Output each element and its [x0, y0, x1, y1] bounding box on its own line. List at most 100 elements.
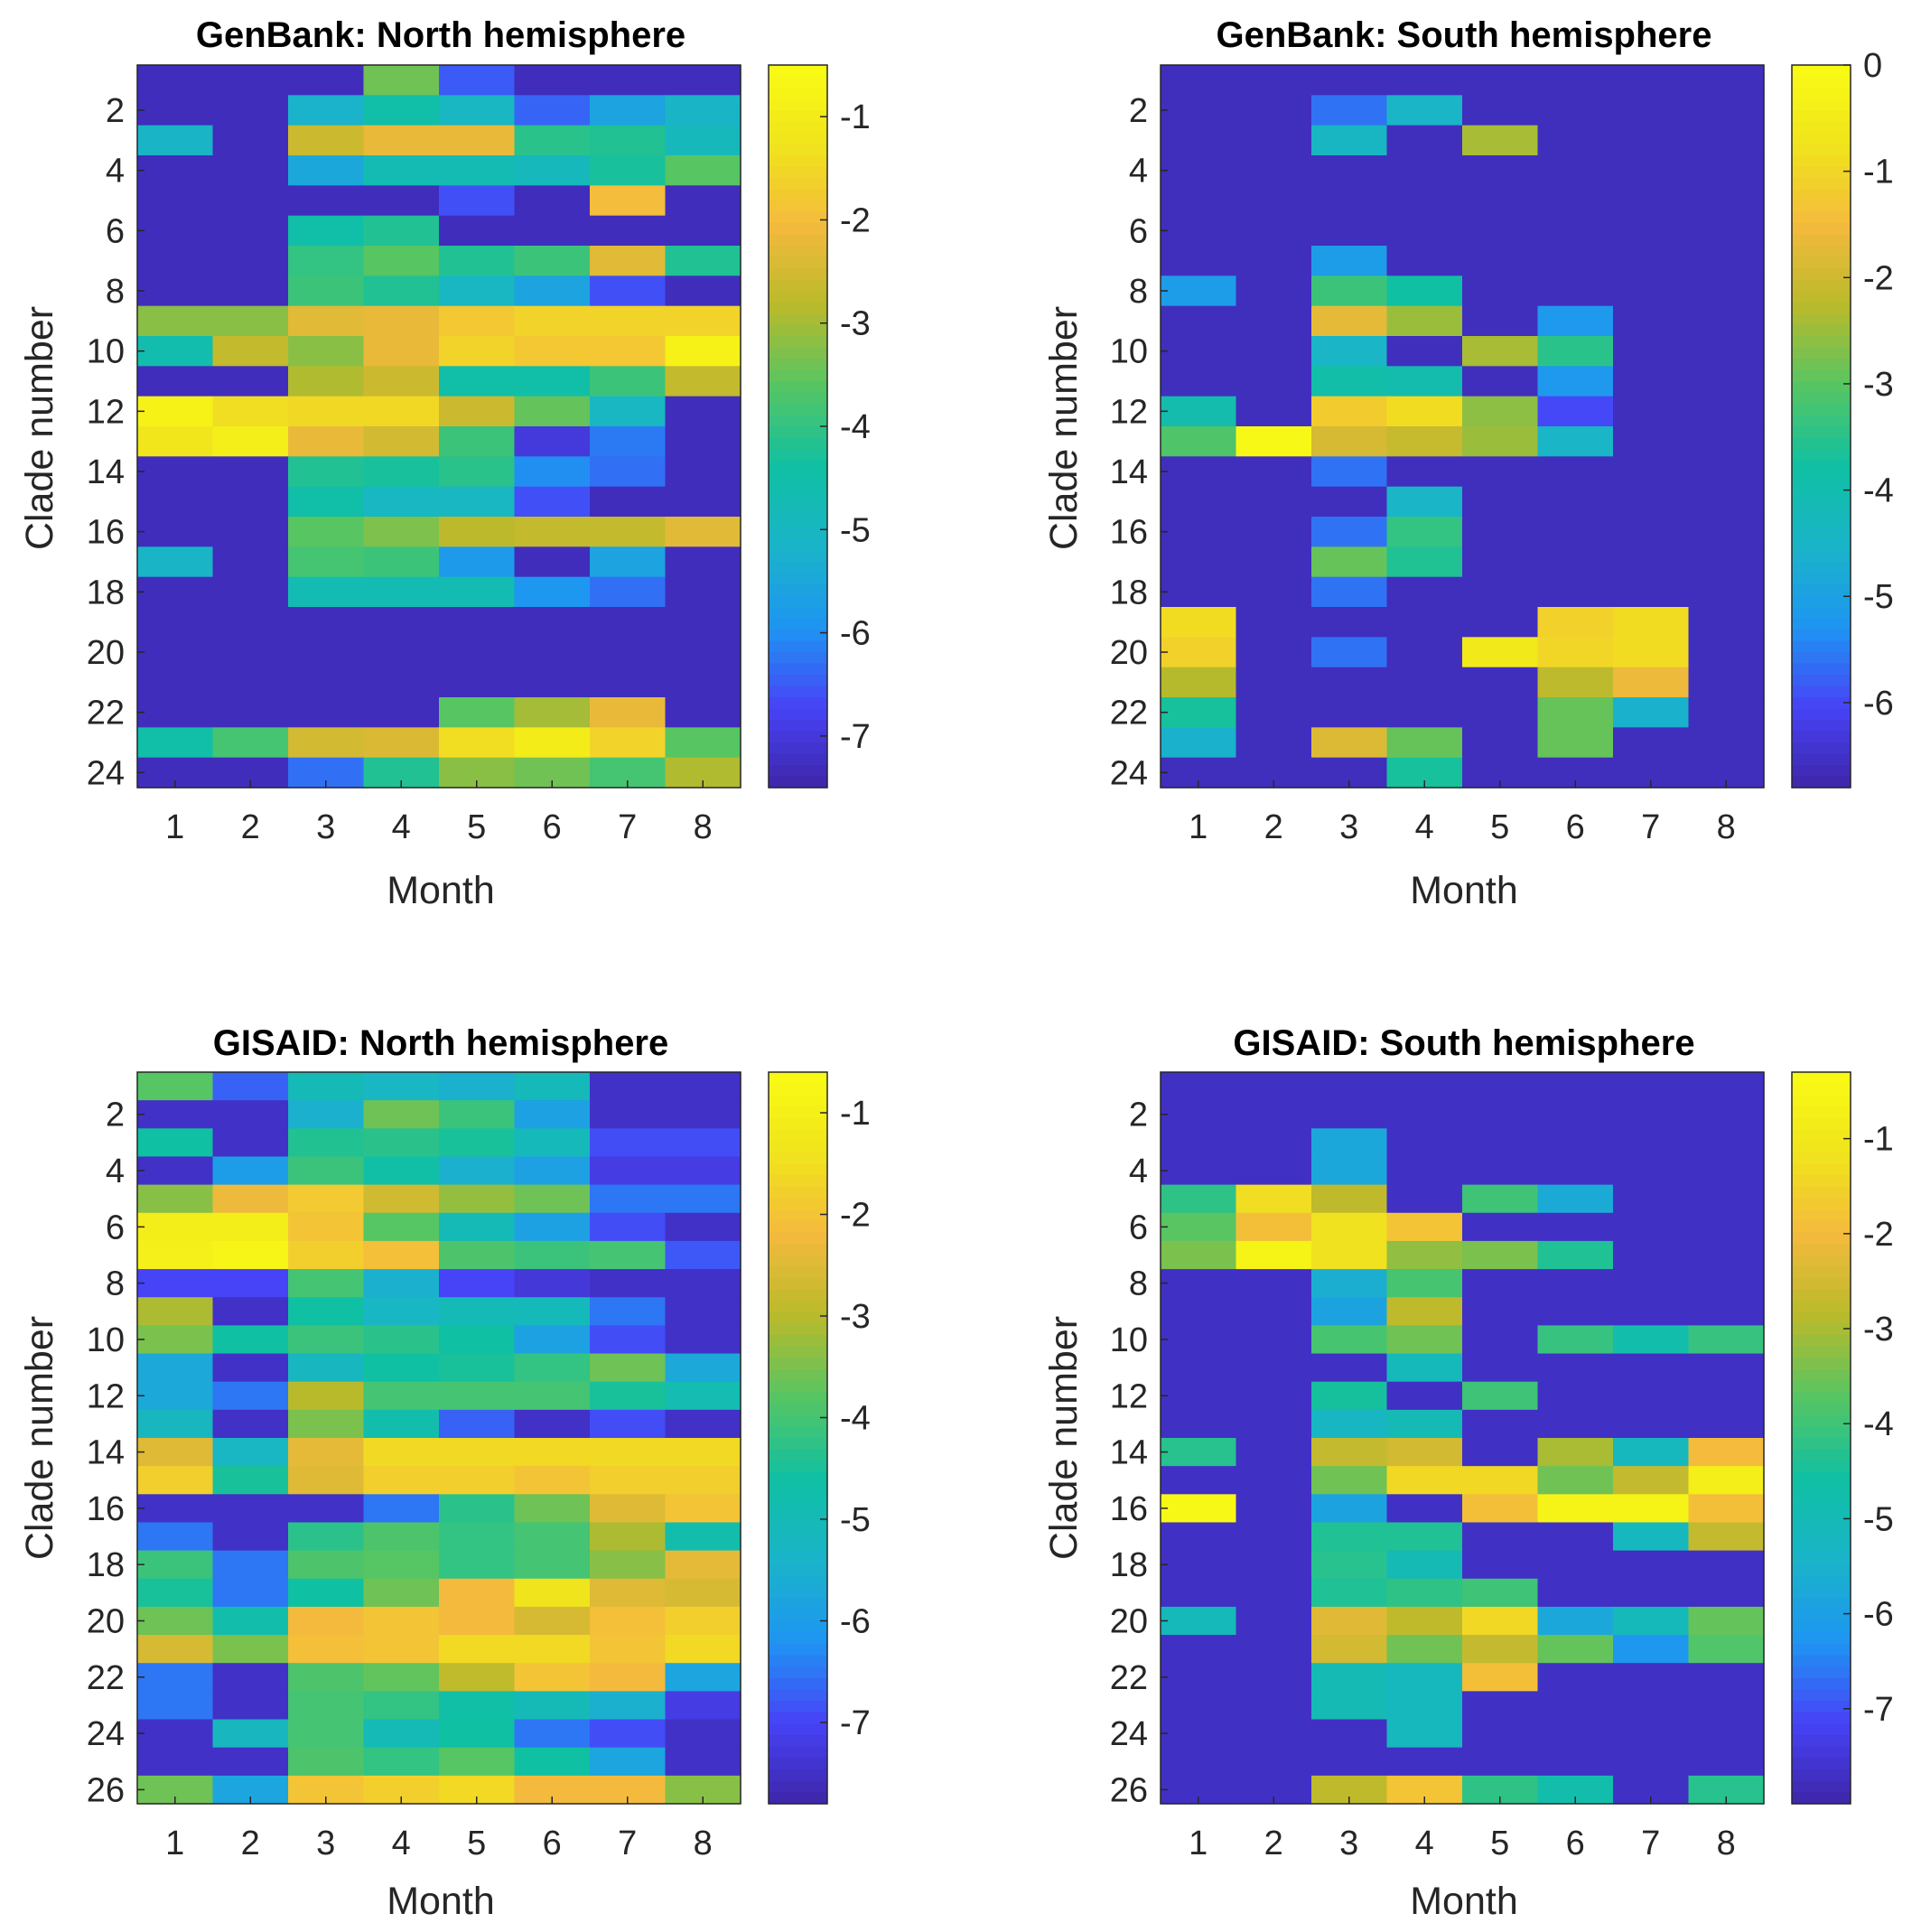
heatmap-cell [1537, 667, 1614, 698]
heatmap-cell [1161, 486, 1237, 518]
heatmap-cell [1462, 576, 1539, 608]
heatmap-cell [1613, 1578, 1690, 1608]
heatmap-cell [212, 155, 289, 186]
heatmap-cell [1537, 1550, 1614, 1580]
axes-frame [136, 1071, 741, 1805]
colorbar-segment [769, 1540, 827, 1554]
colorbar-segment [1792, 731, 1851, 743]
heatmap-cell [1537, 607, 1614, 638]
colorbar-segment [769, 1632, 827, 1645]
heatmap-cell [363, 1156, 440, 1186]
heatmap-cell [1161, 1212, 1237, 1242]
heatmap-cell [1161, 1269, 1237, 1298]
colorbar-segment [1792, 415, 1851, 427]
heatmap-cell [1161, 1072, 1237, 1101]
heatmap-cell [590, 1240, 667, 1270]
heatmap-cell [1236, 155, 1312, 186]
x-axis-label: Month [1410, 1880, 1518, 1923]
colorbar-frame [1791, 64, 1851, 789]
heatmap-cell [1311, 1691, 1388, 1721]
heatmap-cell [439, 65, 516, 96]
heatmap-cell [363, 336, 440, 367]
colorbar-segment [769, 1586, 827, 1599]
heatmap-cell [1537, 697, 1614, 728]
heatmap-cell [363, 1072, 440, 1101]
heatmap-cell [1462, 1072, 1539, 1101]
heatmap-cell [363, 1184, 440, 1214]
heatmap-cell [137, 667, 214, 698]
heatmap-cell [514, 246, 591, 276]
heatmap-cell [1236, 1719, 1312, 1749]
colorbar-segment [769, 1655, 827, 1667]
heatmap-cell [1161, 1100, 1237, 1129]
heatmap-cell [1161, 546, 1237, 578]
colorbar-segment [769, 88, 827, 100]
heatmap-cell [1537, 366, 1614, 397]
heatmap-cell [1386, 155, 1463, 186]
heatmap-cell [1161, 65, 1237, 96]
colorbar-segment [1792, 1414, 1851, 1427]
colorbar-segment [769, 133, 827, 145]
heatmap-cell [1613, 215, 1690, 247]
colorbar-segment [769, 1163, 827, 1176]
heatmap-cell [1462, 1466, 1539, 1495]
heatmap-cells [1161, 65, 1765, 789]
heatmap-cell [1236, 697, 1312, 728]
heatmap-cell [665, 1212, 741, 1242]
heatmap-cell [1161, 607, 1237, 638]
x-axis-label: Month [1410, 869, 1518, 912]
heatmap-cell [1688, 1212, 1765, 1242]
colorbar-segment [1792, 1620, 1851, 1633]
heatmap-cell [212, 1550, 289, 1580]
colorbar-tick-label: -3 [1863, 366, 1894, 404]
colorbar-segment [1792, 1163, 1851, 1176]
heatmap-cell [1613, 517, 1690, 547]
heatmap-cell [1236, 125, 1312, 156]
heatmap-cell [137, 366, 214, 397]
heatmap-cell [1462, 125, 1539, 156]
heatmap-cell [1386, 607, 1463, 638]
heatmap-cell [1161, 125, 1237, 156]
colorbar-segment [1792, 1311, 1851, 1325]
heatmap-cell [514, 1719, 591, 1749]
heatmap-cell [1613, 1635, 1690, 1664]
colorbar-segment [1792, 505, 1851, 518]
colorbar-segment [769, 1106, 827, 1119]
heatmap-cell [1161, 246, 1237, 276]
heatmap-cell [439, 1635, 516, 1664]
heatmap-cell [514, 125, 591, 156]
colorbar-segment [769, 527, 827, 540]
heatmap-cell [590, 456, 667, 488]
heatmap-cell [514, 1156, 591, 1186]
heatmap-cell [288, 697, 365, 728]
heatmap-cell [590, 1269, 667, 1298]
x-tick-label: 2 [1264, 808, 1283, 846]
colorbar-segment [769, 1220, 827, 1233]
colorbar-segment [769, 76, 827, 89]
heatmap-cell [590, 486, 667, 518]
heatmap-cell [1236, 1466, 1312, 1495]
colorbar-segment [1792, 1392, 1851, 1405]
heatmap-cell [1613, 486, 1690, 518]
colorbar-segment [769, 742, 827, 755]
colorbar-segment [769, 1712, 827, 1725]
heatmap-cell [439, 456, 516, 488]
heatmap-cell [590, 1072, 667, 1101]
heatmap-cell [363, 125, 440, 156]
y-tick-label: 4 [1129, 1153, 1148, 1190]
heatmap-cell [1386, 546, 1463, 578]
heatmap-cell [363, 1663, 440, 1692]
heatmap-cell [363, 667, 440, 698]
heatmap-cell [514, 1606, 591, 1636]
heatmap-cell [1311, 607, 1388, 638]
heatmap-cell [1236, 246, 1312, 276]
heatmap-cell [1386, 95, 1463, 126]
heatmap-cell [1161, 1578, 1237, 1608]
heatmap-cell [1688, 125, 1765, 156]
colorbar-tick-label: -4 [840, 408, 871, 446]
heatmap-cell [514, 1663, 591, 1692]
heatmap-cell [665, 1381, 741, 1411]
colorbar-tick-label: -7 [1863, 1691, 1894, 1729]
heatmap-cell [363, 305, 440, 337]
colorbar-segment [769, 1198, 827, 1210]
